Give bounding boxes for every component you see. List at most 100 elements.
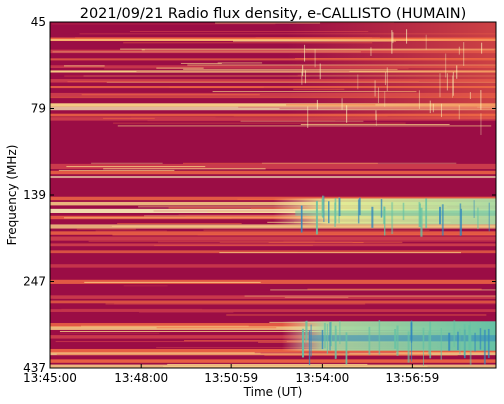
burst-streak xyxy=(457,331,459,351)
burst-streak xyxy=(308,330,311,366)
emission-burst-upper-core xyxy=(295,210,496,216)
heatmap-band-1 xyxy=(50,39,496,41)
heatmap-band-23 xyxy=(50,236,496,241)
heatmap-texture-line xyxy=(167,363,368,365)
heatmap-texture-line xyxy=(64,75,310,77)
heatmap-texture-line xyxy=(300,124,450,126)
upper-streak xyxy=(304,70,306,84)
upper-streak xyxy=(463,42,465,66)
upper-streak xyxy=(316,99,318,110)
heatmap-texture-line xyxy=(240,120,364,122)
heatmap-texture-line xyxy=(147,120,336,122)
burst-streak xyxy=(371,206,374,228)
burst-streak xyxy=(428,331,430,355)
heatmap-texture-line xyxy=(307,288,482,290)
upper-streak xyxy=(406,29,408,44)
burst-streak xyxy=(468,325,471,350)
heatmap-band-36 xyxy=(50,359,496,363)
heatmap-texture-line xyxy=(144,49,306,51)
burst-streak xyxy=(329,322,331,351)
upper-streak xyxy=(480,113,482,135)
heatmap-texture-line xyxy=(64,217,437,219)
heatmap-texture-line xyxy=(81,325,249,327)
burst-streak xyxy=(440,328,442,360)
burst-streak xyxy=(487,328,490,359)
y-tick-label: 437 xyxy=(23,361,46,375)
heatmap-texture-line xyxy=(52,51,361,53)
heatmap-band-6 xyxy=(50,79,496,83)
x-tick-label: 13:45:00 xyxy=(23,371,77,385)
heatmap-texture-line xyxy=(270,289,496,291)
burst-streak xyxy=(459,328,461,355)
upper-streak xyxy=(445,53,447,78)
burst-streak xyxy=(334,198,337,224)
y-tick-label: 139 xyxy=(23,188,46,202)
heatmap-texture-line xyxy=(67,81,419,83)
x-tick-label: 13:54:00 xyxy=(295,371,349,385)
burst-streak xyxy=(345,332,348,365)
burst-streak xyxy=(357,199,360,224)
upper-streak xyxy=(384,72,386,86)
burst-streak xyxy=(383,206,386,225)
heatmap-texture-line xyxy=(61,308,203,310)
heatmap-band-25 xyxy=(50,250,496,254)
heatmap-texture-line xyxy=(136,70,350,72)
heatmap-texture-line xyxy=(158,241,353,243)
heatmap-texture-line xyxy=(51,23,276,25)
burst-streak xyxy=(315,200,318,235)
burst-streak xyxy=(418,201,421,227)
upper-streak xyxy=(425,34,427,50)
burst-streak xyxy=(305,320,308,341)
upper-streak xyxy=(446,73,448,91)
heatmap-texture-line xyxy=(91,162,163,164)
heatmap-band-26 xyxy=(50,264,496,268)
upper-streak xyxy=(377,87,379,104)
heatmap-band-2 xyxy=(50,49,496,54)
heatmap-band-13 xyxy=(50,117,496,121)
heatmap-band-4 xyxy=(50,65,496,69)
upper-streak xyxy=(370,47,372,56)
upper-streak xyxy=(346,105,348,123)
burst-streak xyxy=(321,198,324,217)
spectrogram-heatmap xyxy=(50,22,496,368)
burst-streak xyxy=(358,197,361,216)
upper-streak xyxy=(392,32,394,44)
x-tick-label: 13:56:59 xyxy=(385,371,439,385)
y-tick-label: 247 xyxy=(23,275,46,289)
burst-streak xyxy=(473,200,475,218)
heatmap-band-11 xyxy=(50,106,496,111)
upper-streak xyxy=(314,49,316,68)
burst-streak xyxy=(326,323,328,355)
upper-streak xyxy=(357,74,359,90)
upper-streak xyxy=(432,103,434,113)
upper-streak xyxy=(418,90,420,109)
burst-streak xyxy=(459,203,462,236)
heatmap-band-28 xyxy=(50,295,496,299)
burst-streak xyxy=(483,329,486,365)
heatmap-texture-line xyxy=(284,296,349,298)
axis-ticks: 13:45:00 13:48:00 13:50:59 13:54:00 13:56:59… xyxy=(23,15,496,385)
heatmap-texture-line xyxy=(154,244,313,246)
heatmap-texture-line xyxy=(182,162,378,164)
burst-streak xyxy=(391,202,394,234)
burst-streak xyxy=(422,327,425,349)
heatmap-texture-line xyxy=(283,240,496,242)
burst-streak xyxy=(339,320,341,345)
burst-streak xyxy=(330,321,332,347)
heatmap-band-30 xyxy=(50,309,496,312)
heatmap-texture-line xyxy=(112,234,496,236)
heatmap-texture-line xyxy=(215,22,321,24)
chart-title: 2021/09/21 Radio flux density, e-CALLIST… xyxy=(80,6,467,22)
heatmap-texture-line xyxy=(75,37,380,39)
heatmap-texture-line xyxy=(163,365,428,367)
burst-streak xyxy=(463,324,466,356)
upper-streak xyxy=(301,71,303,85)
heatmap-texture-line xyxy=(244,295,496,297)
x-tick-label: 13:48:00 xyxy=(114,371,168,385)
burst-streak xyxy=(477,207,479,230)
burst-streak xyxy=(321,329,324,350)
heatmap-texture-line xyxy=(156,327,277,329)
heatmap-texture-line xyxy=(58,169,175,171)
burst-streak xyxy=(323,195,325,223)
